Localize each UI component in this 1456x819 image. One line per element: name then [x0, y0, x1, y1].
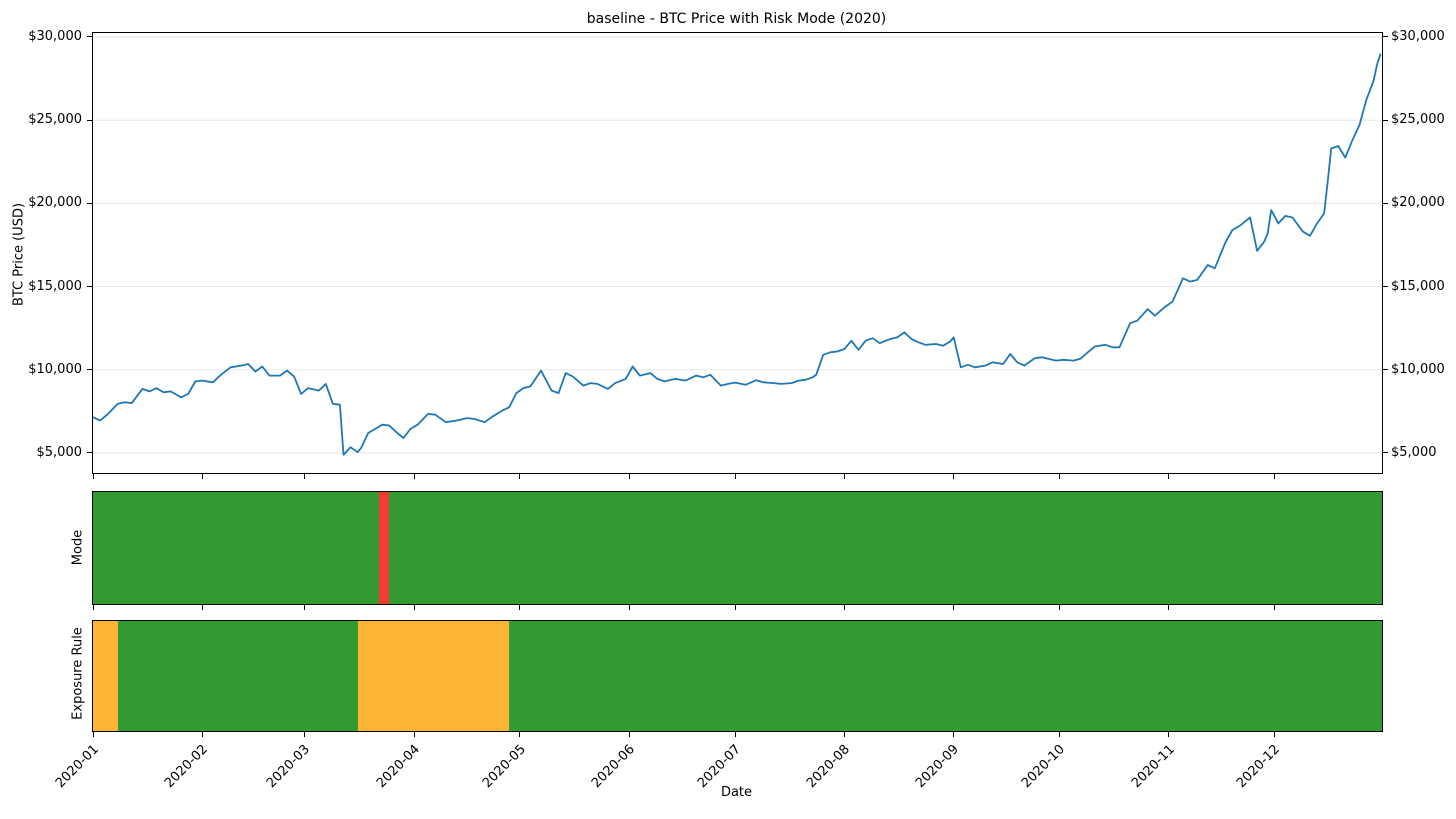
x-axis-tick — [628, 605, 630, 610]
y-axis-tick-label-right: $15,000 — [1391, 278, 1445, 294]
x-axis-tick — [304, 605, 306, 610]
x-axis-tick — [304, 474, 306, 479]
x-axis-tick — [413, 605, 415, 610]
x-axis-tick — [1274, 474, 1276, 479]
y-axis-tick-label-left: $5,000 — [36, 444, 83, 460]
y-axis-tick-label-left: $30,000 — [28, 28, 82, 44]
x-axis-tick — [628, 732, 630, 737]
x-axis-tick — [1168, 605, 1170, 610]
x-axis-tick-label: 2020-12 — [1234, 742, 1284, 792]
x-axis-tick — [413, 732, 415, 737]
exposure-axis-label: Exposure Rule — [70, 627, 86, 720]
y-axis-tick — [1383, 202, 1388, 204]
x-axis-tick-label: 2020-10 — [1019, 742, 1069, 792]
exposure-track-segment — [93, 621, 118, 731]
x-axis-tick — [201, 732, 203, 737]
x-axis-tick — [92, 474, 94, 479]
price-chart-svg — [93, 36, 1382, 456]
mode-track-segment — [389, 492, 1382, 604]
price-line — [93, 53, 1382, 456]
y-axis-tick — [1383, 452, 1388, 454]
y-axis-label: BTC Price (USD) — [11, 202, 27, 307]
y-axis-tick — [87, 36, 92, 38]
x-axis-tick — [953, 605, 955, 610]
x-axis-tick — [843, 605, 845, 610]
y-axis-tick-label-right: $20,000 — [1391, 195, 1445, 211]
y-axis-tick — [1383, 286, 1388, 288]
x-axis-tick-label: 2020-05 — [479, 742, 529, 792]
y-axis-tick-label-left: $20,000 — [28, 195, 82, 211]
x-axis-tick — [304, 732, 306, 737]
x-axis-tick-label: 2020-06 — [588, 742, 638, 792]
y-axis-tick — [87, 369, 92, 371]
x-axis-tick — [1168, 732, 1170, 737]
x-axis-tick-label: 2020-08 — [803, 742, 853, 792]
x-axis-tick-label: 2020-03 — [264, 742, 314, 792]
exposure-track-segment — [117, 621, 358, 731]
y-axis-tick — [87, 286, 92, 288]
mode-track-segment — [378, 492, 390, 604]
chart-title: baseline - BTC Price with Risk Mode (202… — [586, 11, 887, 27]
y-axis-tick — [87, 119, 92, 121]
y-axis-tick-label-right: $30,000 — [1391, 28, 1445, 44]
x-axis-tick — [201, 474, 203, 479]
x-axis-tick — [734, 474, 736, 479]
y-axis-tick — [87, 202, 92, 204]
x-axis-tick-label: 2020-11 — [1128, 742, 1178, 792]
y-axis-tick-label-right: $5,000 — [1391, 444, 1437, 460]
y-axis-tick — [1383, 369, 1388, 371]
x-axis-tick-label: 2020-02 — [161, 742, 211, 792]
x-axis-tick — [519, 732, 521, 737]
x-axis-tick-label: 2020-09 — [913, 742, 963, 792]
x-axis-tick — [92, 732, 94, 737]
x-axis-tick — [734, 732, 736, 737]
y-axis-tick — [87, 452, 92, 454]
x-axis-tick — [201, 605, 203, 610]
x-axis-tick — [953, 474, 955, 479]
x-axis-tick — [628, 474, 630, 479]
y-axis-tick-label-right: $25,000 — [1391, 112, 1445, 128]
x-axis-tick — [1059, 732, 1061, 737]
x-axis-tick-label: 2020-04 — [373, 742, 423, 792]
x-axis-label: Date — [720, 785, 753, 800]
y-axis-tick — [1383, 119, 1388, 121]
x-axis-tick — [519, 474, 521, 479]
x-axis-tick — [734, 605, 736, 610]
y-axis-tick-label-left: $25,000 — [28, 112, 82, 128]
exposure-track-segment — [357, 621, 510, 731]
x-axis-tick — [953, 732, 955, 737]
x-axis-tick — [519, 605, 521, 610]
x-axis-tick — [1274, 605, 1276, 610]
y-axis-tick-label-left: $10,000 — [28, 361, 82, 377]
x-axis-tick — [1059, 605, 1061, 610]
exposure-track — [92, 620, 1383, 732]
x-axis-tick — [1059, 474, 1061, 479]
y-axis-tick-label-left: $15,000 — [28, 278, 82, 294]
x-axis-tick — [843, 474, 845, 479]
y-axis-tick-label-right: $10,000 — [1391, 361, 1445, 377]
x-axis-tick — [92, 605, 94, 610]
x-axis-tick-label: 2020-07 — [694, 742, 744, 792]
x-axis-tick — [1168, 474, 1170, 479]
x-axis-tick — [1274, 732, 1276, 737]
main-plot — [92, 32, 1383, 474]
x-axis-tick — [413, 474, 415, 479]
exposure-track-segment — [509, 621, 1382, 731]
mode-track-segment — [93, 492, 379, 604]
mode-track — [92, 491, 1383, 605]
y-axis-tick — [1383, 36, 1388, 38]
x-axis-tick — [843, 732, 845, 737]
